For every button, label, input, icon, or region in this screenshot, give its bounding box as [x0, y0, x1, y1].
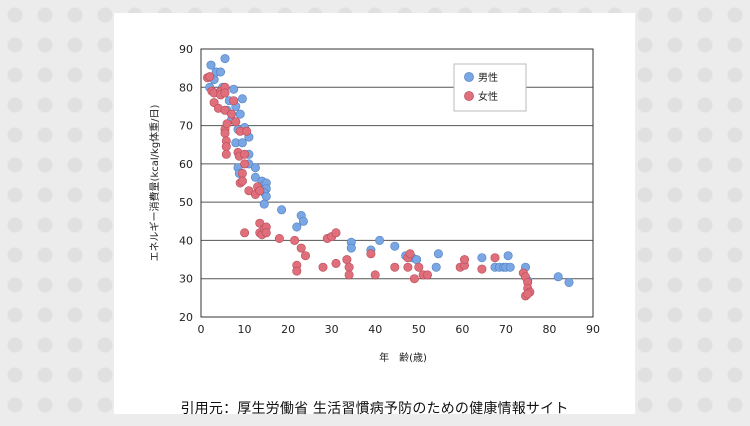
male-data-point [237, 94, 247, 104]
male-data-point [390, 241, 400, 251]
male-data-point [292, 222, 302, 232]
legend-label-male: 男性 [478, 71, 498, 84]
male-data-point [277, 205, 287, 215]
female-data-point [459, 255, 469, 265]
x-tick-label: 60 [455, 323, 469, 336]
female-data-point [342, 255, 352, 265]
chart-panel: 20 30 40 50 60 70 80 90 0 10 20 30 40 50 60 70 80 90 年 齢(… [114, 13, 635, 417]
y-tick-label: 50 [179, 196, 193, 209]
female-data-point [370, 270, 380, 280]
female-data-point [222, 119, 232, 129]
female-data-point [405, 249, 415, 259]
male-data-point [298, 216, 308, 226]
y-tick-label: 70 [179, 120, 193, 133]
female-data-point [240, 159, 250, 169]
male-data-point [412, 255, 422, 265]
male-data-point [553, 272, 563, 282]
x-tick-label: 40 [368, 323, 382, 336]
x-tick-label: 20 [281, 323, 295, 336]
legend-marker-female [464, 91, 474, 101]
female-data-point [414, 262, 424, 272]
tick-labels: 20 30 40 50 60 70 80 90 0 10 20 30 40 50 60 70 80 90 [179, 43, 600, 336]
y-tick-label: 20 [179, 311, 193, 324]
male-data-point [206, 60, 216, 70]
male-data-point [229, 84, 239, 94]
x-axis-title: 年 齢(歳) [379, 351, 427, 364]
female-data-point [477, 264, 487, 274]
female-data-point [220, 88, 230, 98]
legend-label-female: 女性 [478, 90, 498, 103]
male-data-point [564, 277, 574, 287]
data-points [203, 54, 574, 301]
y-tick-label: 90 [179, 43, 193, 56]
female-data-point [240, 228, 250, 238]
female-data-point [221, 142, 231, 152]
male-data-point [235, 109, 245, 119]
scatter-chart: 20 30 40 50 60 70 80 90 0 10 20 30 40 50 60 70 80 90 年 齢(… [148, 43, 600, 364]
female-data-point [231, 117, 241, 127]
female-data-point [274, 234, 284, 244]
female-data-point [255, 186, 265, 196]
x-tick-label: 30 [325, 323, 339, 336]
female-data-point [301, 251, 311, 261]
female-data-point [318, 262, 328, 272]
female-data-point [331, 228, 341, 238]
male-data-point [220, 54, 230, 64]
legend-marker-male [464, 72, 474, 82]
male-data-point [346, 243, 356, 253]
female-data-point [227, 109, 237, 119]
x-tick-label: 0 [198, 323, 205, 336]
x-tick-label: 70 [499, 323, 513, 336]
y-axis-title: エネルギー消費量(kcal/kg体重/日) [148, 104, 161, 261]
axis-titles: 年 齢(歳) エネルギー消費量(kcal/kg体重/日) [148, 104, 427, 364]
female-data-point [290, 235, 300, 245]
male-data-point [216, 67, 226, 77]
y-tick-label: 60 [179, 158, 193, 171]
female-data-point [403, 262, 413, 272]
female-data-point [490, 253, 500, 263]
female-data-point [409, 274, 419, 284]
female-data-point [237, 168, 247, 178]
female-data-point [237, 176, 247, 186]
y-tick-label: 30 [179, 273, 193, 286]
female-data-point [261, 228, 271, 238]
female-data-point [523, 289, 533, 299]
male-data-point [237, 138, 247, 148]
male-data-point [431, 262, 441, 272]
citation: 引用元：厚生労働省 生活習慣病予防のための健康情報サイト [180, 401, 569, 417]
male-data-point [375, 235, 385, 245]
male-data-point [261, 191, 271, 201]
female-data-point [344, 270, 354, 280]
x-tick-label: 50 [412, 323, 426, 336]
female-data-point [220, 128, 230, 138]
male-data-point [503, 251, 513, 261]
x-tick-label: 80 [542, 323, 556, 336]
plot-frame [200, 48, 594, 318]
female-data-point [331, 258, 341, 268]
female-data-point [344, 262, 354, 272]
male-data-point [477, 253, 487, 263]
female-data-point [366, 249, 376, 259]
male-data-point [259, 199, 269, 209]
x-tick-label: 90 [586, 323, 600, 336]
x-tick-label: 10 [238, 323, 252, 336]
male-data-point [250, 163, 260, 173]
male-data-point [433, 249, 443, 259]
female-data-point [390, 262, 400, 272]
y-tick-label: 80 [179, 81, 193, 94]
legend-box [453, 63, 527, 112]
female-data-point [240, 149, 250, 159]
male-data-point [505, 262, 515, 272]
female-data-point [205, 72, 215, 82]
y-tick-label: 40 [179, 234, 193, 247]
female-data-point [242, 126, 252, 136]
female-data-point [422, 270, 432, 280]
female-data-point [229, 96, 239, 106]
female-data-point [292, 266, 302, 276]
female-data-point [221, 149, 231, 159]
female-data-point [296, 243, 306, 253]
